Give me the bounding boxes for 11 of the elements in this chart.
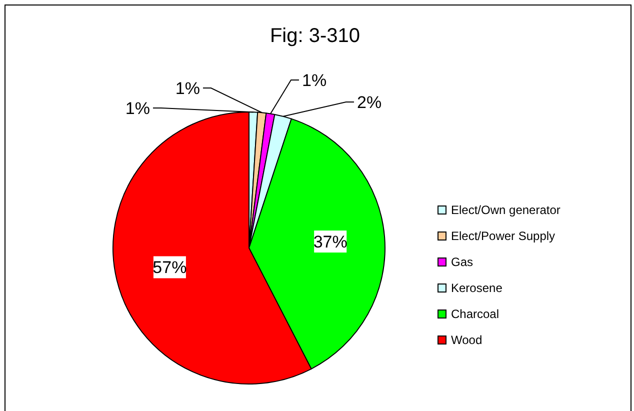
legend-label: Charcoal [451, 307, 500, 321]
legend-label: Elect/Power Supply [451, 229, 556, 243]
data-label: 1% [125, 99, 150, 118]
legend-label: Gas [451, 255, 474, 269]
legend-label: Kerosene [451, 281, 503, 295]
legend-label: Elect/Own generator [451, 203, 560, 217]
data-label: 1% [302, 71, 327, 90]
data-label: 1% [175, 79, 200, 98]
data-label: 2% [357, 93, 382, 112]
legend-label: Wood [451, 333, 482, 347]
chart-title: Fig: 3-310 [270, 25, 360, 47]
